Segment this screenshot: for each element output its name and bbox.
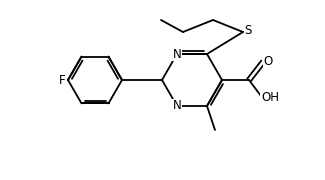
Text: O: O xyxy=(263,55,273,68)
Text: OH: OH xyxy=(261,91,279,104)
Text: S: S xyxy=(244,24,252,37)
Text: N: N xyxy=(173,100,181,112)
Text: N: N xyxy=(173,48,181,60)
Text: F: F xyxy=(59,73,65,87)
